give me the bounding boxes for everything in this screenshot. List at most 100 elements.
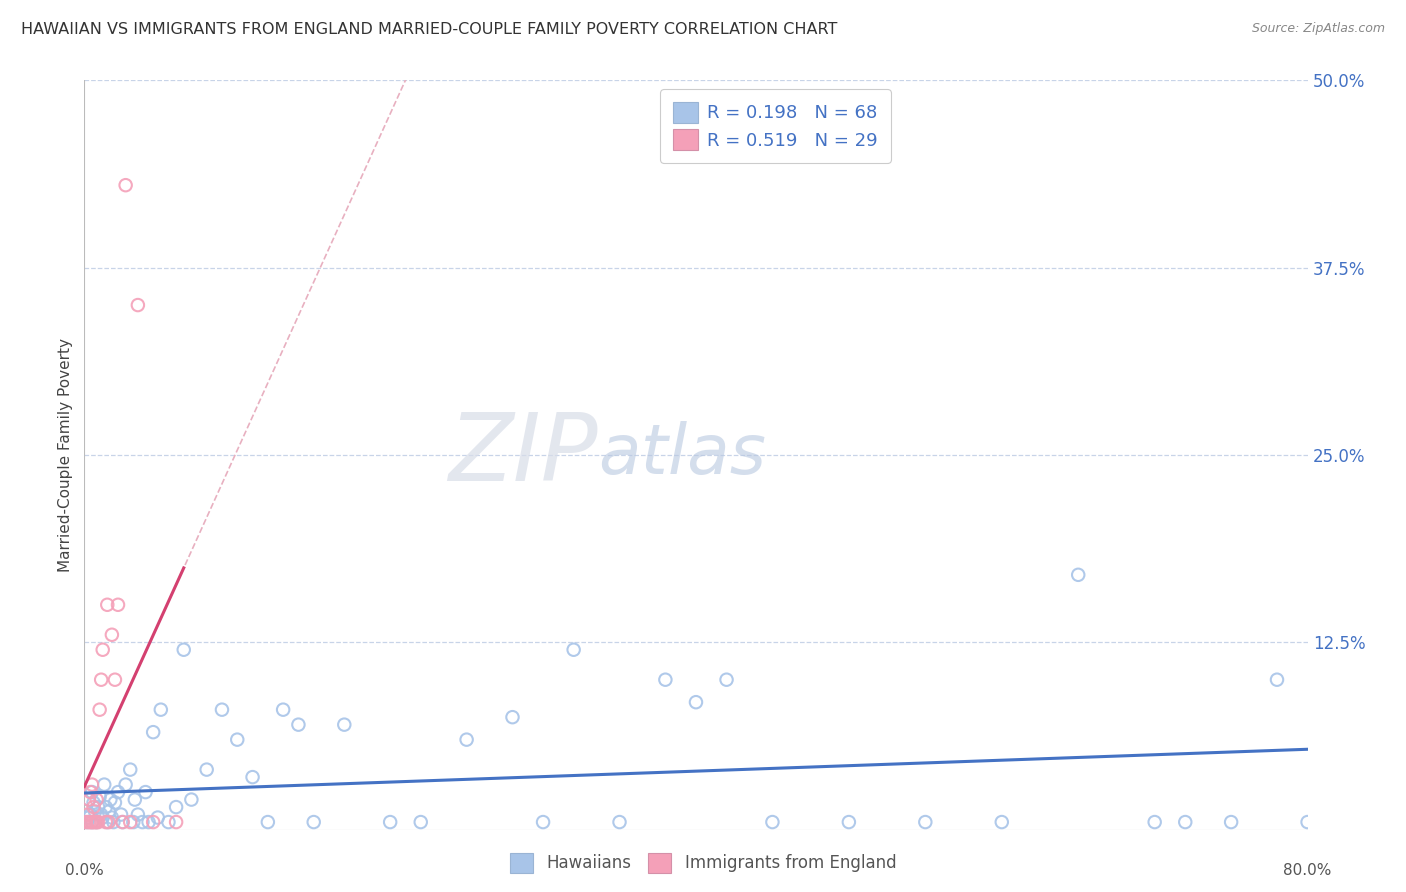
Text: atlas: atlas — [598, 421, 766, 489]
Point — [91, 642, 114, 657]
Point — [1067, 567, 1090, 582]
Point — [142, 725, 165, 739]
Point — [83, 815, 105, 830]
Point — [531, 815, 554, 830]
Point — [98, 792, 121, 806]
Point — [86, 792, 108, 806]
Point — [991, 815, 1014, 830]
Y-axis label: Married-Couple Family Poverty: Married-Couple Family Poverty — [58, 338, 73, 572]
Point — [127, 298, 149, 312]
Point — [242, 770, 264, 784]
Point — [77, 792, 100, 806]
Point — [79, 807, 101, 822]
Point — [122, 815, 145, 830]
Point — [104, 796, 127, 810]
Text: HAWAIIAN VS IMMIGRANTS FROM ENGLAND MARRIED-COUPLE FAMILY POVERTY CORRELATION CH: HAWAIIAN VS IMMIGRANTS FROM ENGLAND MARR… — [21, 22, 838, 37]
Point — [1265, 673, 1288, 687]
Point — [79, 815, 101, 830]
Point — [97, 805, 120, 819]
Point — [1174, 815, 1197, 830]
Point — [91, 811, 114, 825]
Point — [120, 815, 142, 830]
Point — [75, 815, 97, 830]
Point — [838, 815, 860, 830]
Text: 80.0%: 80.0% — [1284, 863, 1331, 878]
Point — [94, 815, 117, 830]
Point — [380, 815, 402, 830]
Point — [302, 815, 325, 830]
Point — [562, 642, 585, 657]
Point — [287, 717, 309, 731]
Point — [165, 815, 187, 830]
Point — [101, 811, 124, 825]
Point — [127, 807, 149, 822]
Point — [80, 815, 103, 830]
Point — [1143, 815, 1166, 830]
Point — [79, 785, 101, 799]
Point — [146, 811, 169, 825]
Point — [1220, 815, 1243, 830]
Point — [124, 792, 146, 806]
Point — [96, 815, 118, 830]
Point — [90, 807, 112, 822]
Text: ZIP: ZIP — [449, 409, 598, 500]
Point — [157, 815, 180, 830]
Point — [1296, 815, 1319, 830]
Point — [87, 800, 110, 814]
Point — [83, 796, 105, 810]
Point — [76, 807, 98, 822]
Point — [107, 785, 129, 799]
Text: Source: ZipAtlas.com: Source: ZipAtlas.com — [1251, 22, 1385, 36]
Point — [135, 785, 157, 799]
Point — [77, 792, 100, 806]
Point — [107, 598, 129, 612]
Point — [914, 815, 936, 830]
Point — [77, 815, 100, 830]
Point — [685, 695, 707, 709]
Point — [84, 815, 107, 830]
Point — [333, 717, 356, 731]
Point — [97, 815, 120, 830]
Point — [111, 815, 134, 830]
Point — [86, 815, 108, 830]
Point — [87, 815, 110, 830]
Point — [89, 703, 111, 717]
Point — [80, 785, 103, 799]
Point — [226, 732, 249, 747]
Point — [173, 642, 195, 657]
Text: 0.0%: 0.0% — [65, 863, 104, 878]
Point — [609, 815, 631, 830]
Point — [716, 673, 738, 687]
Point — [94, 800, 117, 814]
Point — [83, 800, 105, 814]
Point — [131, 815, 153, 830]
Point — [120, 763, 142, 777]
Point — [456, 732, 478, 747]
Point — [257, 815, 280, 830]
Point — [89, 789, 111, 804]
Point — [77, 811, 100, 825]
Point — [93, 778, 115, 792]
Point — [103, 815, 125, 830]
Point — [111, 815, 134, 830]
Point — [114, 178, 136, 193]
Point — [142, 815, 165, 830]
Point — [138, 815, 160, 830]
Point — [409, 815, 432, 830]
Point — [110, 807, 132, 822]
Point — [114, 778, 136, 792]
Point — [80, 815, 103, 830]
Point — [195, 763, 218, 777]
Point — [80, 778, 103, 792]
Point — [90, 673, 112, 687]
Point — [101, 628, 124, 642]
Legend: Hawaiians, Immigrants from England: Hawaiians, Immigrants from England — [503, 847, 903, 880]
Point — [180, 792, 202, 806]
Point — [165, 800, 187, 814]
Point — [502, 710, 524, 724]
Point — [76, 815, 98, 830]
Point — [96, 598, 118, 612]
Point — [86, 815, 108, 830]
Legend: R = 0.198   N = 68, R = 0.519   N = 29: R = 0.198 N = 68, R = 0.519 N = 29 — [661, 89, 890, 162]
Point — [211, 703, 233, 717]
